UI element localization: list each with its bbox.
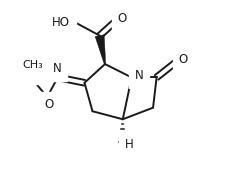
Text: O: O <box>30 68 38 78</box>
Text: O: O <box>44 98 53 111</box>
Text: HO: HO <box>52 16 70 29</box>
Text: CH₃: CH₃ <box>23 60 43 70</box>
Text: O: O <box>117 12 127 25</box>
Text: O: O <box>179 53 188 66</box>
Text: N: N <box>135 69 144 82</box>
Polygon shape <box>95 35 106 64</box>
Text: N: N <box>53 62 61 75</box>
Text: H: H <box>125 138 133 151</box>
